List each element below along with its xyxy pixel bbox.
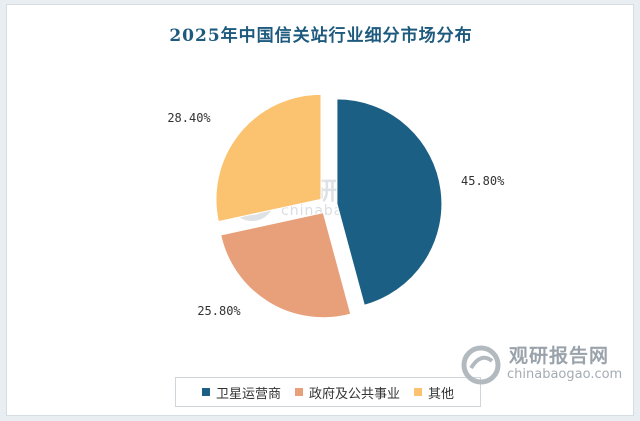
pie-slice-0: [336, 98, 443, 306]
legend-item-0: 卫星运营商: [201, 383, 281, 402]
legend-label-1: 政府及公共事业: [308, 386, 400, 402]
legend-label-0: 卫星运营商: [215, 386, 281, 402]
legend-swatch-0: [201, 388, 210, 396]
chart-title: 2025年中国信关站行业细分市场分布: [169, 26, 473, 46]
legend-item-2: 其他: [414, 383, 454, 402]
legend-swatch-2: [414, 388, 422, 396]
pie-data-label-2: 28.40%: [167, 111, 211, 125]
legend-label-2: 其他: [428, 386, 455, 402]
pie-chart: 45.80% 25.80% 28.40%: [167, 93, 505, 319]
pie-slice-2: [215, 93, 322, 223]
pie-data-label-0: 45.80%: [461, 174, 505, 188]
legend-swatch-1: [294, 388, 303, 396]
legend-item-1: 政府及公共事业: [294, 383, 400, 402]
pie-data-label-1: 25.80%: [197, 304, 241, 318]
legend: 卫星运营商 政府及公共事业 其他: [175, 377, 481, 407]
chart-card: 2025年中国信关站行业细分市场分布 观研报告网 chinabaogao.com…: [6, 4, 634, 416]
pie-slice-1: [220, 212, 352, 319]
